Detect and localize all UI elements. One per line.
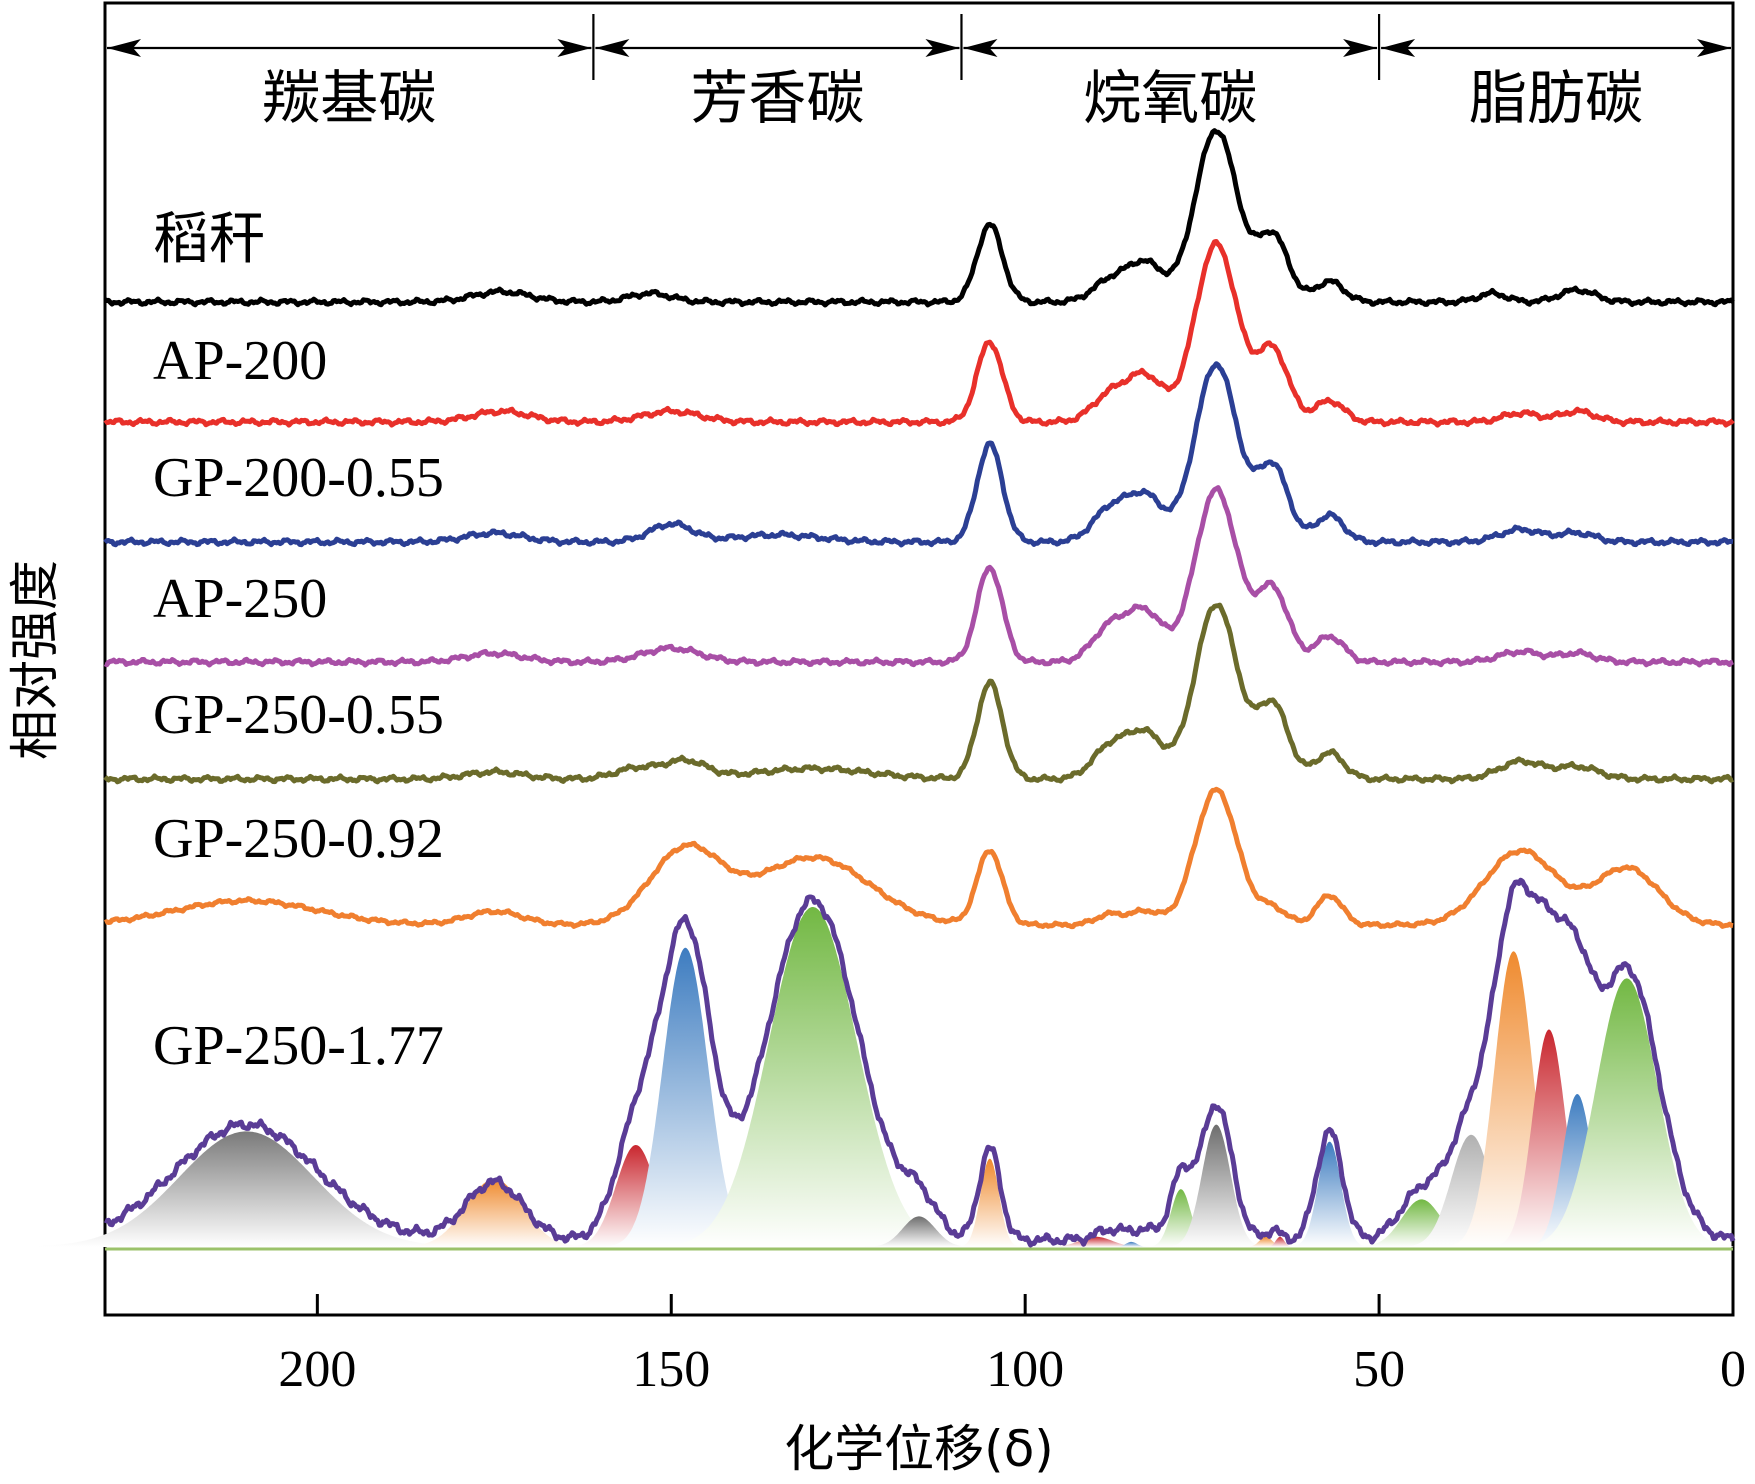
spectrum-line-4 [103,485,1734,668]
x-axis: 200 150 100 50 0 [278,1294,1746,1398]
region-label: 烷氧碳 [1083,64,1257,132]
series-label-2: AP-200 [153,330,327,392]
spectrum-line-3 [103,361,1734,548]
region-arrow-right-head [1697,39,1731,57]
deconv-component-4 [606,947,765,1247]
region-label: 羰基碳 [262,64,436,132]
x-tick-label-150: 150 [632,1341,710,1398]
region-annotations: 羰基碳 芳香碳 烷氧碳 脂肪碳 [107,14,1731,132]
deconv-component-8 [1039,1236,1153,1247]
series-labels: 稻秆 AP-200 GP-200-0.55 AP-250 GP-250-0.55 GP-2… [153,207,444,1077]
x-axis-title: 化学位移(δ) [784,1420,1054,1478]
x-tick-label-100: 100 [986,1341,1064,1398]
series-label-4: AP-250 [153,568,327,630]
x-tick-label-0: 0 [1720,1341,1746,1398]
y-axis-title: 相对强度 [6,560,64,760]
region-label: 芳香碳 [690,64,864,132]
region-1: 羰基碳 [107,39,592,132]
series-label-3: GP-200-0.55 [153,447,444,509]
spectrum-line-6 [103,786,1734,930]
series-label-6: GP-250-0.92 [153,808,444,870]
x-tick-label-50: 50 [1353,1341,1405,1398]
series-label-5: GP-250-0.55 [153,684,444,746]
deconv-component-17 [1446,951,1581,1247]
region-arrow-left-head [107,39,141,57]
deconv-component-10 [1146,1189,1216,1247]
x-tick-label-200: 200 [278,1341,356,1398]
deconv-component-11 [1166,1124,1266,1247]
region-4: 脂肪碳 [1381,39,1731,132]
region-arrow-right-head [925,39,960,57]
series-label-1: 稻秆 [153,207,265,272]
spectrum-line-5 [103,602,1735,785]
deconv-component-15 [1352,1199,1491,1247]
deconv-component-20 [1520,978,1734,1247]
spectrum-line-2 [103,239,1735,428]
spectrum-lines [103,128,1736,1248]
deconv-component-9 [1111,1241,1152,1247]
region-2: 芳香碳 [595,39,960,132]
deconv-component-2 [395,1179,594,1247]
deconv-component-19 [1525,1094,1630,1247]
series-label-7: GP-250-1.77 [153,1015,444,1077]
deconvolution-components [11,907,1734,1247]
deconv-component-16 [1401,1134,1541,1247]
deconv-component-3 [566,1145,706,1247]
spectrum-line-1 [103,128,1735,308]
plot-frame [103,1,1735,1317]
region-arrow-left-head [1381,39,1416,57]
deconv-component-6 [862,1216,976,1247]
spectrum-line-7 [103,877,1736,1248]
deconv-component-14 [1289,1141,1370,1247]
region-arrow-right-head [557,39,592,57]
deconv-component-5 [659,907,967,1247]
deconv-component-7 [957,1158,1022,1247]
region-arrow-left-head [963,39,998,57]
region-arrow-right-head [1343,39,1378,57]
deconv-component-13 [1265,1236,1295,1247]
region-3: 烷氧碳 [963,39,1378,132]
region-label: 脂肪碳 [1469,64,1643,132]
deconv-component-12 [1243,1236,1289,1247]
deconv-component-18 [1492,1029,1606,1247]
deconv-component-1 [11,1131,482,1247]
region-arrow-left-head [595,39,630,57]
